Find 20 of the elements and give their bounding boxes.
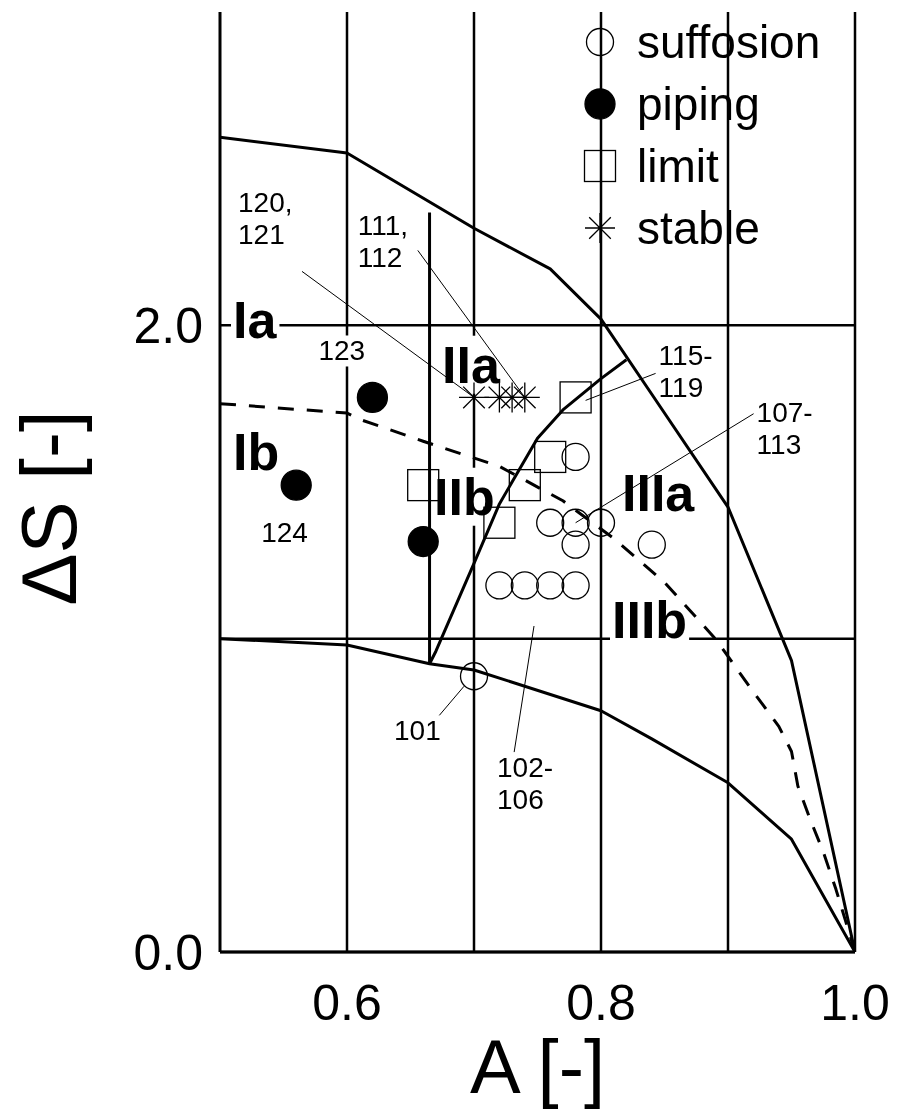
- annotation: 107-113: [756, 396, 813, 460]
- y-tick-label: 2.0: [133, 298, 203, 355]
- annotation: Ib: [233, 422, 280, 481]
- annotation: 123: [318, 335, 366, 367]
- annotation: IIb: [434, 467, 495, 526]
- annotation: 111, 112: [357, 210, 409, 274]
- y-axis-title: ΔS [-]: [5, 410, 93, 606]
- annotation: Ia: [233, 290, 278, 349]
- annotation: 102-106: [497, 752, 554, 816]
- annotation: 124: [261, 517, 308, 549]
- annotation: IIIb: [612, 590, 688, 649]
- legend-label: limit: [637, 140, 719, 192]
- annotation: 101: [394, 715, 441, 747]
- annotation: 120, 121: [238, 187, 293, 251]
- x-tick-label: 0.6: [312, 975, 382, 1031]
- annotation: 115-119: [658, 340, 713, 404]
- annotation: IIIa: [622, 463, 696, 522]
- y-tick-label: 0.0: [133, 925, 203, 981]
- x-tick-label: 1.0: [820, 975, 890, 1031]
- annotation: IIa: [442, 335, 501, 394]
